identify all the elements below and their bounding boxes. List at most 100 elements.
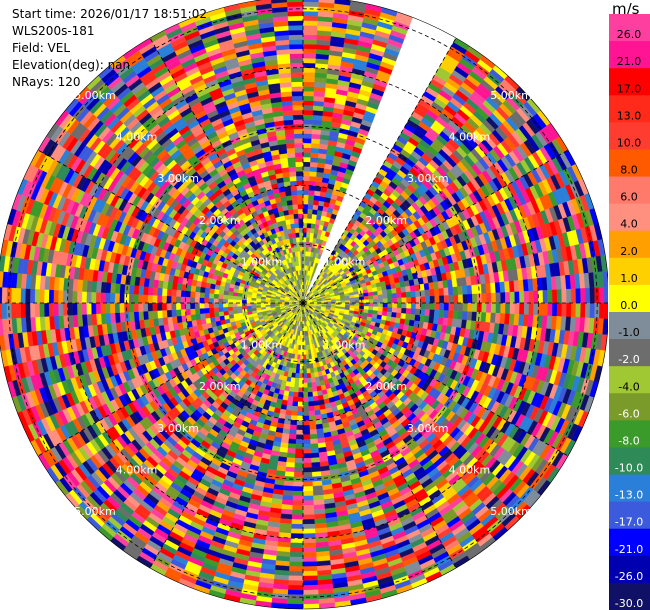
velocity-cell [439,302,445,311]
velocity-cell [523,291,530,304]
velocity-cell [363,302,370,307]
velocity-cell [288,386,295,393]
velocity-cell [302,152,312,158]
velocity-cell [466,311,473,321]
velocity-cell [291,509,304,515]
velocity-cell [290,542,304,548]
velocity-cell [302,128,313,134]
velocity-cell [429,295,435,304]
velocity-cell [349,302,355,306]
velocity-cell [452,310,459,320]
velocity-cell [291,523,304,530]
velocity-cell [306,373,312,379]
velocity-cell [312,119,323,126]
velocity-cell [288,570,304,577]
velocity-cell [392,297,398,304]
velocity-cell [406,302,412,309]
velocity-cell [302,142,312,149]
velocity-cell [286,452,296,459]
velocity-cell [310,152,319,159]
velocity-cell [312,485,323,492]
velocity-cell [302,472,313,478]
velocity-cell [296,425,304,431]
velocity-cell [580,302,586,318]
velocity-cell [306,377,312,384]
velocity-cell [291,405,298,412]
velocity-cell [302,222,308,228]
velocity-cell [377,290,383,296]
velocity-cell [302,556,317,563]
velocity-cell [490,292,497,304]
velocity-cell [309,175,317,182]
velocity-cell [302,603,320,610]
velocity-cell [387,307,393,313]
velocity-cell [396,302,403,309]
velocity-cell [302,171,311,177]
velocity-cell [443,310,449,319]
velocity-cell [298,382,304,388]
velocity-cell [299,368,304,374]
velocity-cell [467,302,473,313]
velocity-cell [528,290,534,304]
velocity-cell [302,349,306,355]
velocity-cell [302,232,307,238]
velocity-cell [312,480,323,487]
velocity-cell [406,297,412,304]
velocity-cell [314,409,321,416]
velocity-cell [307,387,313,393]
velocity-cell [302,48,317,54]
velocity-cell [307,213,313,219]
velocity-cell [373,294,379,300]
velocity-cell [302,109,314,116]
velocity-cell [377,294,384,300]
velocity-cell [302,86,315,92]
velocity-cell [295,443,304,450]
velocity-cell [287,443,296,449]
velocity-cell [302,396,309,403]
velocity-cell [314,190,321,197]
velocity-cell [288,391,294,397]
velocity-cell [302,227,308,233]
velocity-cell [378,302,384,308]
velocity-cell [387,302,393,308]
velocity-cell [302,547,317,553]
velocity-cell [302,495,314,501]
velocity-cell [287,584,304,591]
velocity-cell [306,232,311,238]
velocity-cell [310,143,320,149]
velocity-cell [589,287,596,304]
velocity-cell [599,302,605,319]
velocity-cell [302,95,314,101]
velocity-cell [368,302,374,307]
velocity-cell [302,29,318,36]
velocity-cell [311,128,322,135]
velocity-cell [457,294,464,304]
velocity-cell [566,288,572,304]
velocity-cell [302,575,318,581]
velocity-cell [443,302,450,311]
velocity-cell [302,39,317,45]
velocity-cell [285,462,295,468]
velocity-cell [434,302,440,311]
velocity-cell [312,114,323,121]
velocity-cell [556,289,563,304]
velocity-cell [302,199,309,205]
velocity-cell [462,302,468,312]
velocity-cell [295,434,304,440]
velocity-cell [302,62,316,69]
velocity-cell [580,288,586,304]
velocity-cell [310,447,319,454]
velocity-cell [298,387,304,393]
velocity-cell [302,213,308,219]
velocity-cell [307,208,313,215]
velocity-cell [308,415,316,421]
velocity-cell [294,377,300,384]
velocity-cell [302,387,308,393]
velocity-cell [433,288,440,297]
velocity-cell [305,354,310,360]
velocity-cell [302,415,310,421]
velocity-cell [519,302,525,315]
velocity-cell [302,425,310,431]
velocity-cell [298,378,304,384]
velocity-cell [302,67,316,73]
